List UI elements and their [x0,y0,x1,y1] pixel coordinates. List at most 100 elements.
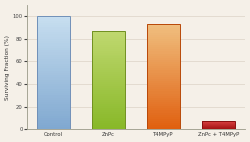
Bar [147,108,180,110]
Bar [37,36,70,39]
Bar [92,94,125,96]
Bar [92,104,125,106]
Bar [147,115,180,117]
Bar [92,60,125,62]
Bar [37,80,70,82]
Bar [37,100,70,102]
Bar [92,59,125,60]
Bar [147,47,180,49]
Bar [147,62,180,64]
Bar [37,57,70,59]
Bar [37,52,70,55]
Bar [147,96,180,98]
Bar [147,100,180,102]
Bar [147,33,180,35]
Bar [37,64,70,66]
Y-axis label: Surviving Fraction (%): Surviving Fraction (%) [5,35,10,100]
Bar [37,46,70,48]
Bar [92,51,125,53]
Bar [147,83,180,85]
Bar [147,70,180,73]
Bar [92,74,125,76]
Bar [92,35,125,37]
Bar [147,98,180,100]
Bar [92,120,125,122]
Bar [92,45,125,47]
Bar [37,30,70,32]
Bar [92,70,125,72]
Bar [147,121,180,123]
Bar [92,57,125,59]
Bar [37,84,70,86]
Bar [92,118,125,120]
Bar [92,76,125,78]
Bar [92,127,125,129]
Bar [147,41,180,43]
Bar [37,89,70,91]
Bar [92,100,125,102]
Bar [92,80,125,82]
Bar [202,122,235,123]
Bar [92,68,125,70]
Bar [147,104,180,106]
Bar [147,66,180,68]
Bar [92,64,125,66]
Bar [147,85,180,87]
Bar [92,123,125,125]
Bar [37,16,70,18]
Bar [147,64,180,66]
Bar [147,87,180,89]
Bar [92,114,125,116]
Bar [202,128,235,129]
Bar [147,60,180,62]
Bar [37,73,70,75]
Bar [147,81,180,83]
Bar [37,32,70,34]
Bar [92,122,125,123]
Bar [37,102,70,105]
Bar [92,78,125,80]
Bar [37,105,70,107]
Bar [37,55,70,57]
Bar [147,37,180,39]
Bar [92,116,125,118]
Bar [37,34,70,36]
Bar [37,75,70,77]
Bar [92,41,125,43]
Bar [147,110,180,112]
Bar [37,25,70,28]
Bar [37,127,70,129]
Bar [147,123,180,125]
Bar [37,16,70,129]
Bar [37,50,70,52]
Bar [37,125,70,127]
Bar [147,54,180,56]
Bar [92,88,125,90]
Bar [92,31,125,129]
Bar [147,24,180,26]
Bar [147,77,180,79]
Bar [92,110,125,112]
Bar [92,72,125,74]
Bar [37,59,70,61]
Bar [92,98,125,100]
Bar [37,82,70,84]
Bar [147,117,180,119]
Bar [37,93,70,95]
Bar [37,91,70,93]
Bar [92,102,125,104]
Bar [92,49,125,51]
Bar [37,98,70,100]
Bar [147,45,180,47]
Bar [147,35,180,37]
Bar [37,41,70,43]
Bar [147,51,180,54]
Bar [92,55,125,57]
Bar [147,89,180,91]
Bar [37,21,70,23]
Bar [92,92,125,94]
Bar [92,39,125,41]
Bar [202,124,235,125]
Bar [92,47,125,49]
Bar [147,24,180,129]
